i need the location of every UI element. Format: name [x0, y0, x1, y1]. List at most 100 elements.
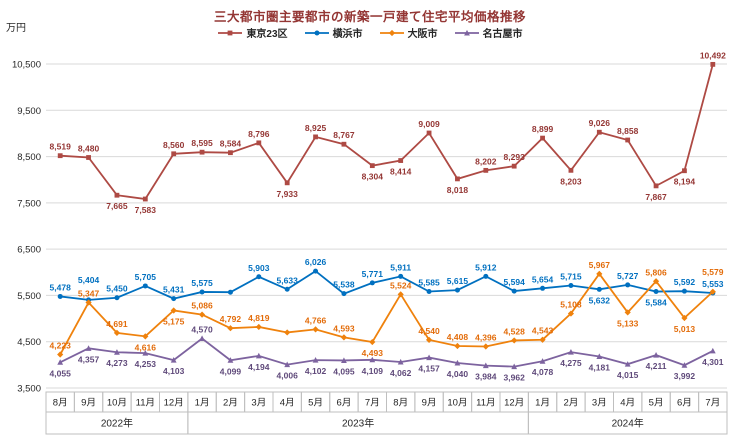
data-point-square — [228, 30, 233, 35]
data-point-square — [341, 141, 347, 147]
data-point-square — [398, 158, 404, 163]
data-label: 5,404 — [78, 275, 100, 285]
data-label: 8,560 — [163, 140, 185, 150]
data-point-diamond — [113, 329, 121, 336]
data-point-triangle — [170, 356, 177, 363]
x-axis-year-label: 2024年 — [612, 417, 644, 430]
data-point-triangle — [85, 345, 92, 351]
legend-marker-triangle-icon — [454, 29, 479, 35]
data-point-circle — [369, 280, 375, 286]
data-label: 5,013 — [674, 324, 696, 334]
data-label: 4,006 — [277, 371, 299, 381]
data-point-diamond — [284, 329, 291, 336]
data-label: 4,102 — [305, 366, 327, 376]
data-point-square — [540, 135, 545, 141]
x-axis-month-label: 7月 — [365, 398, 380, 409]
data-label: 8,203 — [560, 176, 582, 186]
legend-item-nagoya: 名古屋市 — [454, 25, 523, 40]
data-point-square — [568, 167, 574, 173]
legend-item-tokyo23: 東京23区 — [217, 25, 288, 40]
data-point-triangle — [341, 357, 347, 363]
data-point-triangle — [397, 358, 404, 365]
y-axis-tick-label: 5,500 — [17, 291, 41, 302]
data-point-circle — [454, 287, 460, 293]
data-label: 5,133 — [617, 318, 639, 328]
data-label: 5,585 — [418, 277, 440, 287]
data-label: 4,055 — [50, 368, 72, 378]
data-point-triangle — [482, 362, 489, 369]
data-point-square — [455, 176, 460, 182]
data-point-diamond — [57, 351, 64, 358]
data-point-diamond — [681, 314, 688, 322]
data-label: 7,583 — [135, 205, 157, 215]
data-label: 8,194 — [674, 177, 696, 187]
y-axis-tick-label: 7,500 — [17, 198, 41, 209]
data-point-diamond — [652, 278, 660, 285]
data-point-square — [57, 153, 63, 159]
data-label: 8,304 — [362, 172, 384, 182]
x-axis-month-label: 3月 — [251, 398, 266, 409]
data-label: 4,157 — [418, 364, 440, 374]
data-point-square — [369, 163, 375, 169]
x-axis-month-label: 1月 — [195, 398, 210, 409]
data-label: 5,594 — [504, 277, 526, 287]
data-point-diamond — [227, 325, 234, 332]
data-point-circle — [341, 291, 347, 297]
data-point-square — [313, 134, 318, 140]
x-axis-month-label: 8月 — [393, 398, 408, 409]
x-axis-month-label: 6月 — [337, 398, 352, 409]
x-axis-month-label: 4月 — [280, 398, 295, 409]
x-axis-month-label: 12月 — [164, 398, 184, 409]
data-point-circle — [511, 288, 517, 294]
x-axis-month-label: 7月 — [705, 398, 720, 409]
legend-label: 東京23区 — [246, 29, 288, 40]
data-point-circle — [653, 289, 659, 295]
y-axis-tick-label: 8,500 — [17, 152, 41, 163]
data-point-square — [228, 150, 233, 156]
data-label: 5,175 — [163, 316, 185, 326]
data-label: 5,553 — [702, 279, 724, 289]
x-axis-month-label: 11月 — [136, 398, 155, 409]
data-label: 4,301 — [702, 357, 724, 367]
data-label: 5,450 — [106, 284, 128, 294]
data-label: 4,062 — [390, 368, 412, 378]
data-point-diamond — [709, 288, 716, 295]
data-label: 4,099 — [220, 366, 242, 376]
data-point-square — [86, 155, 91, 160]
legend-label: 名古屋市 — [482, 29, 523, 40]
x-axis-month-label: 5月 — [308, 398, 323, 409]
data-label: 4,223 — [50, 341, 72, 351]
data-label: 5,524 — [390, 280, 412, 290]
x-axis-month-label: 4月 — [620, 398, 635, 409]
data-point-triangle — [596, 353, 603, 359]
data-point-triangle — [369, 356, 376, 363]
data-label: 5,584 — [645, 298, 667, 308]
data-point-triangle — [709, 347, 716, 354]
data-label: 5,967 — [589, 260, 611, 270]
data-point-square — [511, 163, 517, 169]
data-point-triangle — [624, 361, 631, 367]
data-point-circle — [568, 282, 574, 288]
data-label: 5,727 — [617, 271, 639, 281]
data-label: 8,767 — [333, 130, 355, 140]
data-point-diamond — [255, 323, 262, 331]
x-axis-month-label: 8月 — [53, 398, 68, 409]
x-axis-month-label: 1月 — [535, 398, 550, 409]
data-label: 8,584 — [220, 139, 242, 149]
data-point-circle — [199, 289, 205, 295]
data-point-triangle — [539, 358, 546, 364]
data-point-triangle — [681, 362, 688, 368]
data-point-diamond — [454, 342, 461, 350]
data-label: 9,009 — [418, 119, 440, 129]
data-label: 5,654 — [532, 274, 554, 284]
legend-marker-square-icon — [218, 30, 243, 35]
data-point-circle — [398, 273, 404, 279]
data-label: 3,984 — [475, 372, 497, 382]
series-東京23区: 8,519 8,480 7,665 7,583 8,560 8,595 8,584 8,796… — [50, 50, 727, 215]
data-point-circle — [171, 296, 177, 302]
data-label: 4,095 — [333, 366, 355, 376]
series-名古屋市: 4,055 4,357 4,273 4,253 4,103 4,570 4,099 4,194… — [50, 324, 724, 382]
data-label: 5,086 — [191, 301, 213, 311]
data-point-diamond — [312, 326, 319, 333]
